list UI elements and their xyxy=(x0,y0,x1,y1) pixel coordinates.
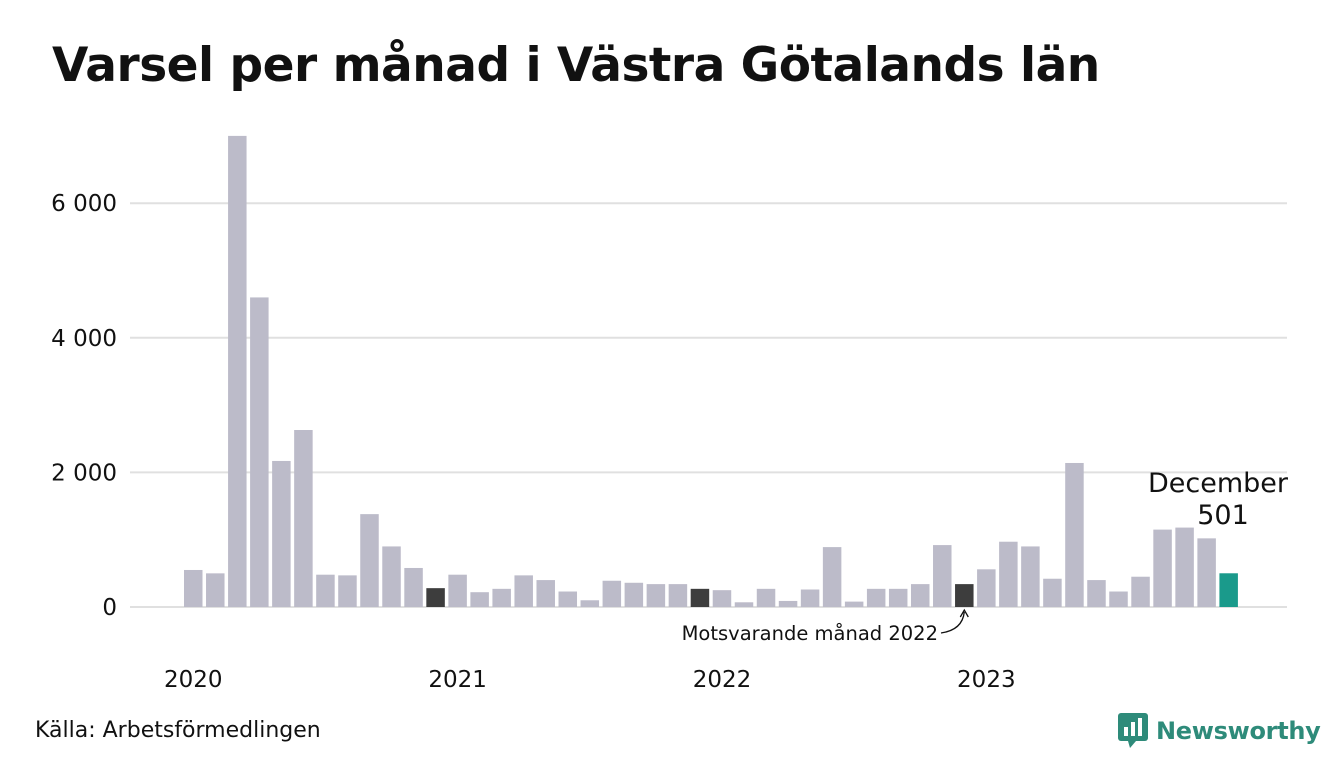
bar xyxy=(844,601,864,607)
bar xyxy=(1175,527,1194,607)
bar xyxy=(756,588,776,607)
bar xyxy=(910,584,930,607)
bar xyxy=(206,573,225,607)
bar xyxy=(624,582,644,607)
bar xyxy=(338,575,357,607)
bar xyxy=(977,569,996,607)
bar xyxy=(360,514,379,607)
bar xyxy=(1087,580,1106,607)
bar xyxy=(1219,573,1238,607)
bar xyxy=(1109,591,1128,607)
bar xyxy=(999,541,1018,607)
x-year-label: 2023 xyxy=(957,667,1016,693)
bar xyxy=(382,546,401,607)
annotation-comparison: Motsvarande månad 2022 xyxy=(682,622,938,645)
bar xyxy=(1131,576,1150,607)
bar xyxy=(668,584,688,607)
bar xyxy=(1153,529,1172,607)
bar xyxy=(492,588,511,607)
bar xyxy=(316,574,335,607)
y-tick-label: 2 000 xyxy=(51,460,117,486)
annotation-month: December xyxy=(1148,468,1289,499)
bar xyxy=(866,588,886,607)
newsworthy-logo-icon xyxy=(1118,713,1148,748)
bar xyxy=(470,592,489,607)
annotation-arrowhead xyxy=(959,608,969,618)
bar-chart: 0 2 000 4 000 6 000 2020 2021 2022 2023 Decemb… xyxy=(51,135,1289,693)
bar xyxy=(822,547,842,607)
bar xyxy=(1065,462,1084,607)
bar xyxy=(734,602,754,607)
logo-text: Newsworthy xyxy=(1156,717,1321,745)
bar xyxy=(228,135,247,607)
bar xyxy=(426,588,445,607)
bar xyxy=(778,600,798,607)
source-label: Källa: Arbetsförmedlingen xyxy=(35,718,321,743)
bar xyxy=(933,545,952,607)
bar xyxy=(536,580,555,607)
bar xyxy=(1021,546,1040,607)
bars xyxy=(184,135,1238,607)
bar xyxy=(272,460,291,607)
bar xyxy=(404,567,423,607)
newsworthy-logo: Newsworthy xyxy=(1118,713,1321,749)
y-tick-label: 4 000 xyxy=(51,326,117,352)
bar xyxy=(294,430,313,607)
x-axis-year-labels: 2020 2021 2022 2023 xyxy=(164,667,1016,693)
bar xyxy=(690,588,710,607)
y-tick-label: 6 000 xyxy=(51,191,117,217)
bar xyxy=(1043,578,1062,607)
bar xyxy=(448,574,467,607)
bar xyxy=(580,600,600,607)
bar xyxy=(602,580,622,607)
x-year-label: 2021 xyxy=(428,667,487,693)
bar xyxy=(250,297,269,607)
x-year-label: 2022 xyxy=(693,667,752,693)
annotation-arrow xyxy=(940,611,965,634)
bar xyxy=(1197,538,1216,607)
bar xyxy=(646,584,666,607)
bar xyxy=(712,590,732,607)
bar xyxy=(558,591,578,607)
bar xyxy=(514,575,533,607)
chart-title: Varsel per månad i Västra Götalands län xyxy=(52,38,1100,93)
bar xyxy=(800,589,820,607)
y-tick-label: 0 xyxy=(102,595,117,621)
x-year-label: 2020 xyxy=(164,667,223,693)
annotation-value: 501 xyxy=(1197,500,1249,531)
bar xyxy=(888,588,908,607)
bar xyxy=(184,569,203,607)
bar xyxy=(955,584,974,607)
y-axis-ticks: 0 2 000 4 000 6 000 xyxy=(51,191,117,621)
